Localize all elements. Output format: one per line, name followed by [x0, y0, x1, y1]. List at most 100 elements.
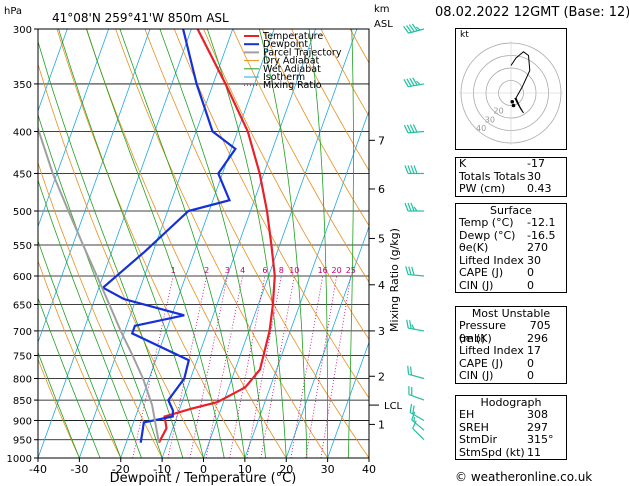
- hodograph-panel: kt 40 30 20: [455, 28, 567, 150]
- mixing-ratio-line: [205, 275, 244, 458]
- mixing-ratio-line: [229, 275, 266, 458]
- wind-barb: [404, 165, 424, 175]
- temperature-axis: -40 -30 -20 -10 0 10 20 30 40: [29, 458, 376, 476]
- barb-flag: [407, 165, 412, 174]
- pressure-tick-label: 800: [13, 374, 32, 385]
- surface-row: CIN (J) 0: [459, 278, 534, 292]
- temperature-tick-label: 10: [238, 463, 252, 476]
- barb-flag: [405, 266, 409, 275]
- storm-motion-marker: [510, 99, 515, 104]
- barb-flag: [413, 206, 418, 212]
- index-row-pw: PW (cm) 0.43: [459, 182, 552, 195]
- wet-adiabat-line: [308, 29, 329, 458]
- date-label: 08.02.2022 12GMT (Base: 12): [435, 5, 629, 20]
- mu-row: Lifted Index 17: [459, 344, 541, 357]
- temperature-tick-label: -10: [153, 463, 171, 476]
- barb-flag: [405, 25, 412, 33]
- pressure-tick-label: 950: [13, 436, 32, 447]
- mixing-ratio-label: 1: [171, 266, 176, 275]
- barb-flag: [403, 25, 410, 34]
- legend-entry: Isotherm: [263, 72, 305, 83]
- mixing-ratio-line: [246, 275, 282, 458]
- barb-flag: [408, 266, 412, 276]
- isotherm-line: [161, 29, 316, 458]
- pressure-tick-label: 750: [13, 351, 32, 362]
- wet-adiabat-line: [38, 113, 163, 458]
- parcel-trajectory-line: [38, 125, 160, 443]
- legend-entry: Temperature: [262, 31, 323, 42]
- hodograph-ring-label: 20: [494, 107, 504, 116]
- isotherm-line: [38, 29, 109, 228]
- altitude-tick-label: 7: [378, 134, 385, 147]
- barb-flag: [411, 324, 415, 330]
- mixing-ratio-label: 20: [332, 266, 342, 275]
- mixing-ratio-label: 2: [204, 266, 209, 275]
- barb-flag: [409, 320, 412, 329]
- location-label: 41°08'N 259°41'W 850m ASL: [52, 11, 229, 25]
- pressure-tick-label: 700: [13, 327, 32, 338]
- wet-adiabat-line: [38, 351, 80, 458]
- mixing-ratio-line: [290, 275, 324, 458]
- wet-adiabat-line: [347, 29, 354, 458]
- barb-flag: [408, 24, 415, 32]
- temperature-tick-label: -20: [112, 463, 130, 476]
- barb-flag: [410, 366, 413, 376]
- wind-barb: [412, 420, 425, 441]
- barb-flag: [412, 124, 418, 133]
- isotherm-line: [38, 29, 151, 344]
- index-row-tt: Totals Totals 30: [459, 169, 541, 183]
- hodograph-unit: kt: [460, 30, 469, 40]
- profile-series: [38, 29, 276, 444]
- dry-adiabat-line: [173, 29, 369, 399]
- mixing-ratio-axis-title: Mixing Ratio (g/kg): [388, 228, 401, 332]
- mixing-ratio-line: [260, 275, 295, 458]
- mixing-ratio-label: 8: [279, 266, 284, 275]
- wet-adiabat-line: [119, 29, 246, 458]
- mixing-ratio-line: [320, 275, 352, 458]
- barb-flag: [415, 26, 421, 31]
- wet-adiabat-line: [58, 29, 204, 458]
- mixing-ratio-line: [305, 275, 338, 458]
- hodograph-trace: [510, 51, 531, 114]
- surface-title: Surface: [490, 204, 532, 217]
- isotherm-line: [285, 225, 369, 458]
- mu-row: θe (K) 296: [459, 331, 548, 345]
- wind-barb: [409, 403, 425, 421]
- pressure-tick-label: 550: [13, 241, 32, 252]
- mixing-ratio-labels: 1 2 3 4 6 8 10 16 20 25: [171, 266, 356, 275]
- altitude-tick-label: 6: [378, 183, 385, 196]
- barb-flag: [407, 365, 410, 375]
- wind-barb: [403, 124, 425, 134]
- wind-barb: [407, 365, 425, 380]
- pressure-tick-label: 500: [13, 207, 32, 218]
- most-unstable-title: Most Unstable: [471, 307, 551, 320]
- most-unstable-table: Most Unstable Pressure (mb) 705 θe (K) 296…: [455, 306, 567, 384]
- surface-row: θe(K) 270: [459, 241, 548, 254]
- legend-entry: Parcel Trajectory: [263, 47, 342, 58]
- dry-adiabat-line: [38, 259, 122, 458]
- barb-flag: [412, 405, 415, 415]
- altitude-tick-label: 2: [378, 370, 385, 383]
- wind-barb: [406, 319, 425, 332]
- barb-flag: [409, 78, 415, 86]
- altitude-axis: 1 2 3 4 5 6 7 LCL: [369, 134, 403, 431]
- pressure-tick-label: 600: [13, 272, 32, 283]
- mixing-ratio-line: [132, 275, 174, 458]
- altitude-tick-label: 1: [378, 418, 385, 431]
- hodograph-title: Hodograph: [480, 396, 542, 409]
- barb-flag: [409, 124, 415, 133]
- barb-flag: [404, 165, 409, 174]
- legend-entry: Mixing Ratio: [263, 80, 322, 91]
- pressure-tick-label: 850: [13, 396, 32, 407]
- barb-flag: [416, 80, 421, 86]
- hodo-row: StmSpd (kt) 11: [459, 445, 541, 459]
- surface-row: Dewp (°C) -16.5: [459, 228, 556, 242]
- dry-adiabat-line: [56, 29, 246, 458]
- km-unit-label: km: [374, 4, 390, 15]
- dry-adiabat-line: [291, 29, 369, 172]
- wet-adiabat-line: [38, 296, 101, 458]
- pressure-tick-label: 450: [13, 169, 32, 180]
- barb-flag: [412, 77, 418, 86]
